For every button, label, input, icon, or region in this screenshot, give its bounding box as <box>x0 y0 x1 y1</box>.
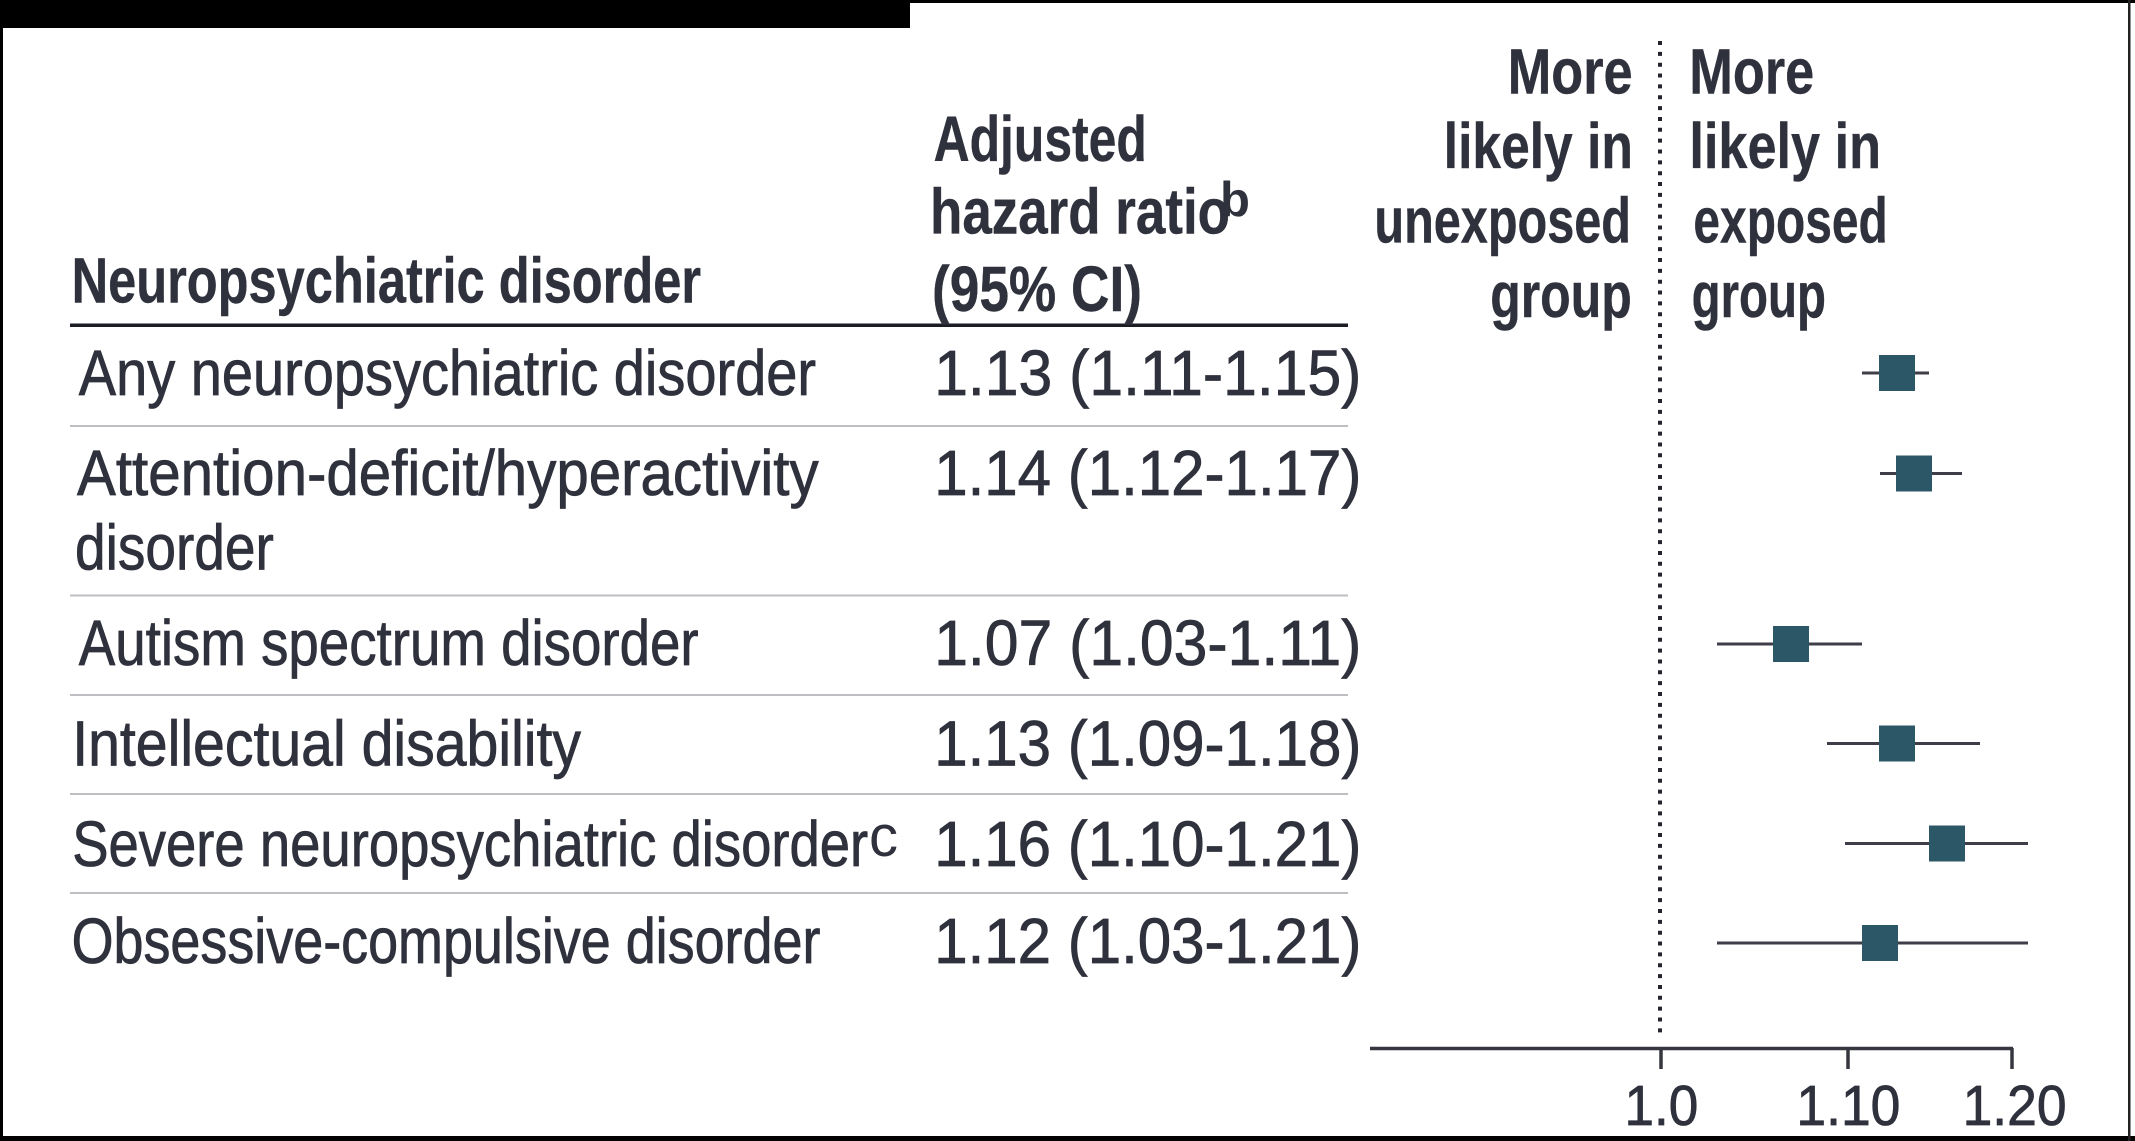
svg-text:1.10: 1.10 <box>1796 1074 1900 1138</box>
svg-text:group: group <box>1692 259 1826 331</box>
svg-text:b: b <box>1220 173 1250 227</box>
svg-text:More: More <box>1689 36 1814 108</box>
svg-text:c: c <box>869 804 898 869</box>
svg-text:Attention-deficit/hyperactivit: Attention-deficit/hyperactivity <box>77 437 819 509</box>
svg-text:exposed: exposed <box>1693 185 1887 257</box>
svg-text:Neuropsychiatric disorder: Neuropsychiatric disorder <box>72 245 701 317</box>
svg-text:1.13 (1.09-1.18): 1.13 (1.09-1.18) <box>934 708 1361 780</box>
svg-text:Obsessive-compulsive disorder: Obsessive-compulsive disorder <box>72 905 821 977</box>
svg-text:More: More <box>1508 36 1633 108</box>
svg-text:1.20: 1.20 <box>1963 1074 2067 1138</box>
svg-text:hazard ratio: hazard ratio <box>930 176 1230 248</box>
svg-text:unexposed: unexposed <box>1374 185 1631 257</box>
svg-text:likely in: likely in <box>1444 110 1633 182</box>
svg-text:Any neuropsychiatric disorder: Any neuropsychiatric disorder <box>79 337 816 409</box>
svg-text:Adjusted: Adjusted <box>934 103 1147 175</box>
svg-text:1.14 (1.12-1.17): 1.14 (1.12-1.17) <box>934 437 1361 509</box>
svg-text:Severe neuropsychiatric disord: Severe neuropsychiatric disorder <box>72 808 868 880</box>
svg-text:1.0: 1.0 <box>1625 1074 1699 1138</box>
svg-text:likely in: likely in <box>1689 110 1881 182</box>
svg-text:disorder: disorder <box>75 512 274 584</box>
svg-text:1.07 (1.03-1.11): 1.07 (1.03-1.11) <box>934 607 1361 679</box>
svg-text:Intellectual disability: Intellectual disability <box>72 708 581 780</box>
svg-text:1.12 (1.03-1.21): 1.12 (1.03-1.21) <box>934 905 1361 977</box>
svg-text:1.13 (1.11-1.15): 1.13 (1.11-1.15) <box>934 337 1361 409</box>
svg-text:Autism spectrum disorder: Autism spectrum disorder <box>79 607 699 679</box>
svg-text:(95% CI): (95% CI) <box>932 253 1142 325</box>
svg-text:group: group <box>1490 259 1632 331</box>
svg-text:1.16 (1.10-1.21): 1.16 (1.10-1.21) <box>934 808 1361 880</box>
